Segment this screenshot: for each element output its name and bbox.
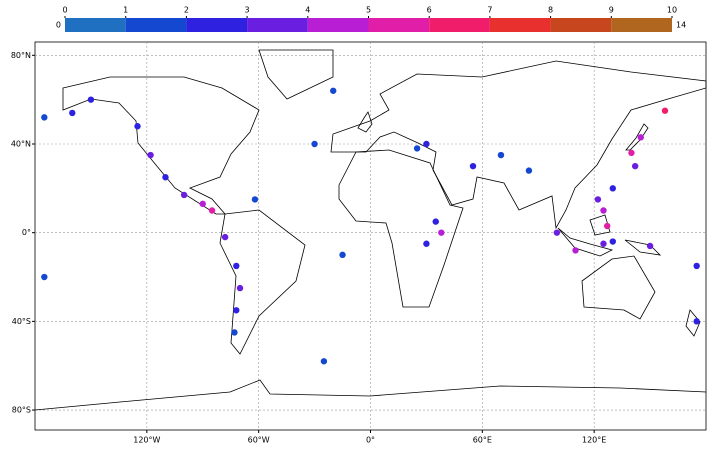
seismic-point — [231, 329, 238, 336]
seismic-point — [413, 145, 421, 152]
colorbar: 0 1 2 3 4 5 6 7 8 9 10 0 14 — [56, 6, 686, 32]
seismic-point — [661, 107, 669, 114]
seismic-point — [233, 262, 240, 270]
south-america — [219, 209, 306, 355]
seismic-point — [69, 109, 76, 117]
y-tick-label: 40°S — [12, 317, 31, 326]
seismic-point — [609, 238, 617, 245]
colorbar-tick-label: 6 — [427, 6, 432, 15]
new-zealand — [685, 309, 701, 337]
seismic-point — [572, 247, 579, 254]
y-tick-label: 80°N — [11, 51, 31, 60]
antarctica — [34, 379, 707, 411]
colorbar-tick-label: 3 — [245, 6, 250, 15]
seismic-point — [469, 162, 477, 170]
seismic-point — [180, 191, 188, 199]
colorbar-segment — [489, 18, 551, 32]
x-tick-label: 120°E — [582, 436, 606, 445]
y-tick-label: 40°N — [11, 139, 31, 148]
seismic-point — [423, 140, 430, 148]
africa — [338, 149, 464, 308]
seismic-point — [609, 185, 617, 192]
north-america — [62, 76, 260, 215]
australia — [581, 255, 656, 320]
seismic-point — [553, 229, 561, 236]
seismic-point — [162, 174, 169, 181]
colorbar-segment — [186, 18, 248, 32]
colorbar-segment — [429, 18, 490, 32]
seismic-point — [147, 151, 154, 159]
x-tick-label: 60°E — [473, 436, 492, 445]
seismic-point — [432, 218, 439, 225]
seismic-point — [251, 196, 259, 203]
uk — [357, 111, 373, 133]
x-tick-label: 120°W — [133, 436, 160, 445]
seismic-point — [236, 284, 244, 292]
colorbar-tick-label: 10 — [667, 6, 677, 15]
seismic-point — [41, 273, 48, 281]
colorbar-tick-label: 1 — [123, 6, 128, 15]
seismic-point — [628, 149, 635, 157]
seismic-point — [600, 240, 607, 247]
colorbar-tick-label: 8 — [548, 6, 553, 15]
colorbar-tick-label: 0 — [62, 6, 67, 15]
seismic-point — [631, 162, 639, 170]
seismic-point — [604, 222, 611, 230]
grid — [35, 42, 706, 430]
seismic-point — [199, 200, 206, 208]
seismic-point — [208, 207, 216, 214]
seismic-point — [525, 167, 533, 174]
colorbar-tick-label: 5 — [366, 6, 371, 15]
y-tick-label: 80°S — [12, 406, 31, 415]
colorbar-segment — [307, 18, 369, 32]
colorbar-segment — [65, 18, 126, 32]
x-tick-label: 0° — [366, 436, 375, 445]
seismic-point — [134, 123, 141, 130]
seismic-point — [339, 251, 346, 259]
colorbar-max-label: 14 — [676, 21, 686, 30]
colorbar-segment — [247, 18, 308, 32]
seismic-point — [438, 229, 445, 236]
data-points — [41, 87, 700, 365]
seismic-point — [233, 307, 240, 314]
colorbar-tick-label: 9 — [609, 6, 614, 15]
seismic-point — [637, 134, 644, 141]
seismic-point — [646, 242, 654, 250]
seismic-point — [497, 151, 505, 159]
seismic-point — [423, 240, 430, 247]
colorbar-segment — [368, 18, 430, 32]
colorbar-segment — [125, 18, 187, 32]
y-tick-label: 0° — [22, 228, 31, 237]
seismic-point — [41, 114, 48, 121]
axis-labels: 120°W 60°W 0° 60°E 120°E 80°N 40°N 0° 40°S 80°S — [11, 51, 607, 445]
seismic-point — [693, 318, 700, 325]
coastlines — [34, 49, 707, 411]
colorbar-tick-label: 4 — [305, 6, 310, 15]
seismic-point — [600, 207, 607, 214]
seismic-point — [221, 233, 229, 241]
greenland — [258, 49, 334, 100]
x-tick-label: 60°W — [248, 436, 270, 445]
seismic-point — [693, 262, 700, 270]
seismic-point — [594, 196, 602, 203]
colorbar-min-label: 0 — [56, 21, 61, 30]
colorbar-tick-label: 2 — [184, 6, 189, 15]
seismic-point — [320, 358, 328, 365]
colorbar-segment — [611, 18, 672, 32]
seismic-point — [87, 96, 95, 103]
colorbar-tick-label: 7 — [487, 6, 492, 15]
colorbar-segment — [550, 18, 612, 32]
seismic-point — [311, 140, 318, 148]
eurasia — [330, 60, 707, 230]
seismic-point — [330, 87, 337, 94]
